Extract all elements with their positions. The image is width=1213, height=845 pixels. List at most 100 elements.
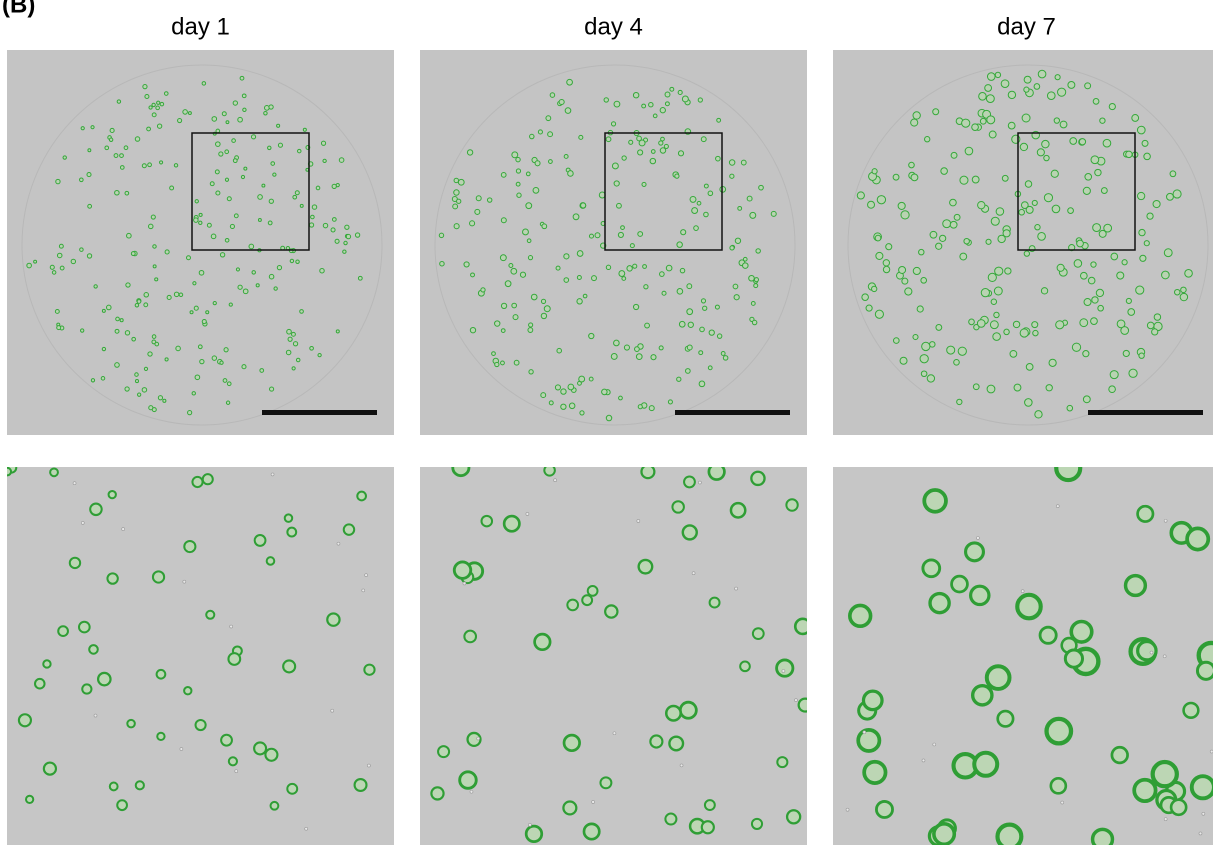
cell xyxy=(875,310,883,318)
cell xyxy=(544,465,555,476)
cell xyxy=(295,191,299,195)
cell xyxy=(680,702,696,718)
cell xyxy=(633,304,638,309)
cell xyxy=(88,149,91,152)
cell xyxy=(666,706,680,720)
cell xyxy=(863,691,882,710)
cell xyxy=(153,245,156,248)
cell xyxy=(312,205,316,209)
cell xyxy=(1035,411,1042,418)
cell xyxy=(229,757,237,765)
cell xyxy=(271,802,279,810)
cell xyxy=(911,174,918,181)
cell xyxy=(94,285,97,288)
cell xyxy=(71,259,75,263)
cell xyxy=(569,403,575,409)
cell xyxy=(649,406,654,411)
cell xyxy=(900,357,907,364)
cell xyxy=(242,365,246,369)
cell xyxy=(550,93,555,98)
cell xyxy=(1067,405,1073,411)
cell xyxy=(207,223,211,227)
debris xyxy=(592,800,595,803)
cell xyxy=(70,558,80,568)
cell xyxy=(225,238,229,242)
cell xyxy=(665,814,676,825)
cell xyxy=(995,267,1003,275)
cell xyxy=(702,821,714,833)
cell xyxy=(516,157,520,161)
cell xyxy=(662,291,666,295)
cell xyxy=(120,319,123,322)
cell xyxy=(206,311,209,314)
cell xyxy=(922,342,930,350)
cell xyxy=(183,110,188,115)
cell xyxy=(622,156,626,160)
cell xyxy=(934,824,954,844)
cell xyxy=(286,350,291,355)
cell xyxy=(285,514,292,521)
cell xyxy=(771,211,776,216)
cell xyxy=(229,303,232,306)
cell xyxy=(50,265,54,269)
cell xyxy=(529,370,533,374)
cell xyxy=(274,287,277,290)
cell xyxy=(292,367,295,370)
debris xyxy=(735,587,738,590)
cell xyxy=(501,303,506,308)
cell xyxy=(986,239,991,244)
cell xyxy=(734,295,739,300)
cell xyxy=(155,342,159,346)
cells xyxy=(3,463,394,845)
cell xyxy=(332,218,336,222)
cell xyxy=(1068,81,1075,88)
cell xyxy=(753,628,764,639)
cell xyxy=(243,289,248,294)
cell xyxy=(678,90,682,94)
cell xyxy=(234,214,238,218)
cell xyxy=(1144,241,1149,246)
cell xyxy=(1187,528,1208,549)
cell xyxy=(542,224,547,229)
cell xyxy=(752,819,762,829)
cell xyxy=(300,204,303,207)
cell xyxy=(872,169,877,174)
image-background xyxy=(420,50,807,435)
cell xyxy=(957,399,962,404)
cell xyxy=(249,244,254,249)
cell xyxy=(102,309,105,312)
cell xyxy=(127,720,135,728)
cell xyxy=(589,377,593,381)
cell xyxy=(194,306,198,310)
cell xyxy=(650,735,662,747)
cell xyxy=(115,190,120,195)
cell xyxy=(924,490,946,512)
cell xyxy=(936,325,942,331)
cell xyxy=(174,292,178,296)
cell xyxy=(216,142,221,147)
cell xyxy=(520,272,525,277)
cell xyxy=(512,303,517,308)
scale-bar xyxy=(1088,410,1203,415)
cell xyxy=(509,264,513,268)
cell xyxy=(862,294,869,301)
cell xyxy=(482,516,493,527)
debris xyxy=(782,669,785,672)
cell xyxy=(138,393,141,396)
cell xyxy=(950,221,957,228)
cell xyxy=(548,132,553,137)
cell xyxy=(991,299,996,304)
cell xyxy=(81,329,84,332)
cell xyxy=(1035,225,1040,230)
cell xyxy=(157,124,161,128)
cell xyxy=(210,182,214,186)
cell xyxy=(318,353,321,356)
cell xyxy=(1152,329,1158,335)
debris xyxy=(526,512,529,515)
cell xyxy=(90,504,102,516)
cell xyxy=(1022,114,1030,122)
cell xyxy=(242,94,246,98)
cell xyxy=(1147,322,1154,329)
overview-image xyxy=(7,50,394,435)
cell xyxy=(642,104,646,108)
